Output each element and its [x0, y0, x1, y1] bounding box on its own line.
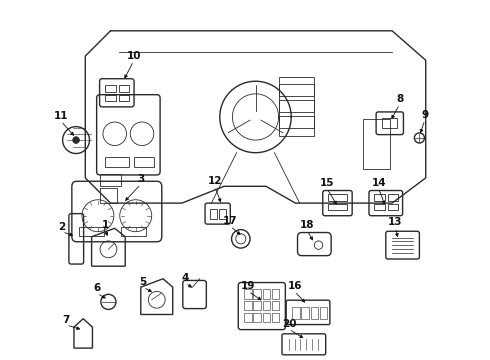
Bar: [292, 307, 299, 319]
Bar: [279, 84, 314, 96]
Bar: [272, 301, 279, 310]
Bar: [119, 85, 129, 92]
Bar: [253, 289, 261, 298]
Bar: [263, 289, 270, 298]
Bar: [279, 116, 314, 128]
Bar: [244, 313, 252, 322]
Text: 20: 20: [282, 319, 296, 329]
Circle shape: [73, 137, 79, 143]
Bar: [328, 203, 347, 210]
Bar: [388, 194, 398, 201]
Text: 11: 11: [54, 111, 68, 121]
Bar: [121, 228, 146, 236]
Bar: [279, 77, 315, 136]
Bar: [328, 194, 347, 201]
Bar: [301, 307, 309, 319]
Text: 5: 5: [140, 277, 147, 287]
Text: 19: 19: [241, 282, 256, 291]
Bar: [388, 203, 398, 210]
Bar: [374, 203, 385, 210]
Bar: [119, 95, 129, 102]
Bar: [263, 313, 270, 322]
Bar: [105, 85, 116, 92]
Bar: [105, 95, 116, 102]
Bar: [244, 301, 252, 310]
Bar: [210, 208, 217, 219]
Text: 17: 17: [223, 216, 238, 226]
Bar: [320, 307, 327, 319]
Text: 7: 7: [63, 315, 70, 325]
Text: 3: 3: [137, 174, 145, 184]
Bar: [100, 174, 121, 186]
Text: 16: 16: [287, 282, 302, 291]
Bar: [363, 119, 390, 170]
Bar: [263, 301, 270, 310]
Bar: [382, 118, 397, 128]
Text: 1: 1: [102, 220, 109, 230]
Text: 15: 15: [319, 179, 334, 188]
Bar: [220, 208, 226, 219]
Text: 8: 8: [396, 94, 403, 104]
Text: 9: 9: [421, 110, 428, 120]
Bar: [100, 188, 117, 203]
Bar: [105, 157, 128, 167]
Text: 14: 14: [371, 179, 386, 188]
Bar: [244, 289, 252, 298]
Bar: [272, 289, 279, 298]
Text: 12: 12: [207, 176, 222, 186]
Bar: [79, 228, 104, 236]
Bar: [253, 301, 261, 310]
Bar: [311, 307, 318, 319]
Text: 13: 13: [388, 217, 403, 228]
Text: 10: 10: [126, 51, 141, 61]
Bar: [374, 194, 385, 201]
Bar: [134, 157, 154, 167]
Text: 18: 18: [300, 220, 315, 230]
Text: 4: 4: [182, 273, 189, 283]
Bar: [279, 100, 314, 112]
Bar: [272, 313, 279, 322]
Text: 2: 2: [59, 222, 66, 232]
Text: 6: 6: [94, 283, 100, 293]
Bar: [253, 313, 261, 322]
